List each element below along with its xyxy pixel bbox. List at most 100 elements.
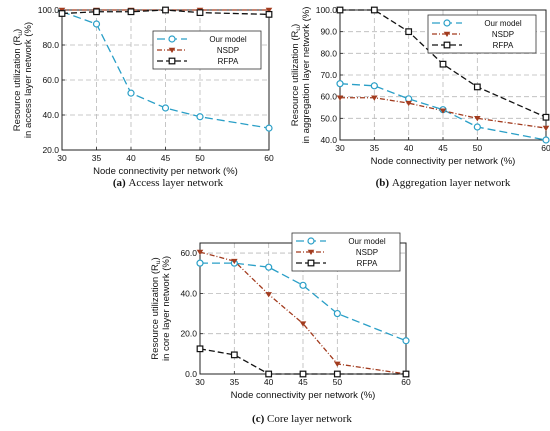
chart-3-x-tick-label-1: 35 <box>230 377 240 387</box>
chart-2-y-axis-label: Resource utilization (Ru)in aggregation … <box>290 7 312 144</box>
chart-1-series-3-point-5 <box>196 9 204 17</box>
chart-3-series-3-point-1 <box>196 345 204 353</box>
chart-3-legend-marker-2 <box>307 249 315 255</box>
chart-2-series-1-point-6 <box>542 136 550 144</box>
chart-2-legend-label-3: RFPA <box>493 41 514 50</box>
chart-2-caption: (b) Aggregation layer network <box>376 177 511 189</box>
chart-2-x-tick-label-4: 50 <box>473 143 483 153</box>
panel-core-layer: 30 35 40 45 50 60 0.0 20.0 40.0 60.0 Node connecti… <box>150 232 411 425</box>
chart-2-series-3-point-2 <box>370 6 378 14</box>
chart-1-y-axis-label-close: ) <box>12 29 23 32</box>
chart-3-series-3-point-6 <box>402 370 410 378</box>
chart-1-y-tick-label-1: 40.0 <box>42 110 59 120</box>
chart-2-series-2-point-1 <box>336 95 344 101</box>
chart-3-legend-label-2: NSDP <box>356 248 378 257</box>
chart-3-legend-marker-1 <box>307 237 315 245</box>
chart-3-x-tick-label-4: 50 <box>333 377 343 387</box>
chart-3-y-axis-label-close: ) <box>150 257 161 260</box>
chart-2-x-tick-label-5: 60 <box>541 143 550 153</box>
chart-3-x-tick-label-3: 45 <box>298 377 308 387</box>
chart-1-caption: (a) Access layer network <box>113 177 224 189</box>
chart-1-x-axis-label: Node connectivity per network (%) <box>93 166 238 177</box>
chart-2-y-axis-label-line2: in aggregation layer network (%) <box>301 7 312 144</box>
chart-3-series-group <box>196 249 410 378</box>
chart-1-x-tick-label-4: 50 <box>195 153 205 163</box>
chart-3-series-3-line <box>199 348 406 375</box>
chart-3-series-1-point-1 <box>196 259 204 267</box>
chart-2-series-3-point-1 <box>336 6 344 14</box>
chart-2-legend-marker-2 <box>443 31 451 37</box>
chart-2-series-3-point-5 <box>473 83 481 91</box>
chart-2-legend-label-1: Our model <box>484 19 522 28</box>
chart-3-series-2-point-1 <box>196 249 204 256</box>
chart-2-series-2-point-2 <box>371 95 378 101</box>
chart-3-x-tick-label-5: 60 <box>401 377 411 387</box>
chart-3-series-3-point-2 <box>230 351 238 359</box>
chart-1-legend-marker-2 <box>168 47 176 53</box>
chart-2-caption-text: Aggregation layer network <box>392 177 511 189</box>
chart-3-y-axis-label-line2: in core layer network (%) <box>161 256 172 361</box>
chart-3-y-tick-label-2: 40.0 <box>180 288 197 298</box>
chart-2-y-tick-label-1: 50.0 <box>320 113 337 123</box>
chart-1-series-1-point-4 <box>161 104 170 112</box>
chart-3-series-3-point-5 <box>333 370 341 378</box>
chart-1-y-axis-label: Resource utilization (Ru)in access layer… <box>12 22 34 138</box>
chart-1-series-1-point-2 <box>92 20 101 28</box>
chart-2-x-tick-label-0: 30 <box>335 143 345 153</box>
chart-1-series-1-point-5 <box>196 113 204 121</box>
chart-2-series-3-point-3 <box>405 28 413 36</box>
chart-2-legend: Our model NSDP RFPA <box>427 14 537 54</box>
chart-3-caption-text: Core layer network <box>267 413 352 425</box>
chart-2-y-tick-label-3: 70.0 <box>320 70 337 80</box>
chart-3-series-1-point-5 <box>333 309 341 318</box>
chart-3-y-axis-label-sub: u <box>155 260 162 264</box>
chart-2-legend-marker-3 <box>443 41 451 49</box>
chart-3-caption: (c) Core layer network <box>252 413 352 425</box>
chart-2-y-axis-label-sub: u <box>295 27 302 31</box>
chart-3-caption-label: (c) <box>252 413 267 425</box>
chart-2-series-3-line <box>340 9 547 118</box>
chart-3-series-2-point-5 <box>334 361 341 367</box>
chart-3-y-tick-label-0: 0.0 <box>185 369 197 379</box>
chart-2-x-axis-label: Node connectivity per network (%) <box>371 156 516 167</box>
chart-1-series-2-point-6 <box>265 7 273 13</box>
chart-1-x-tick-label-3: 45 <box>161 153 171 163</box>
chart-2-legend-label-2: NSDP <box>492 30 514 39</box>
chart-3-series-1-point-6 <box>402 337 410 345</box>
chart-2-x-tick-label-1: 35 <box>370 143 380 153</box>
chart-2-y-tick-label-2: 60.0 <box>320 92 337 102</box>
chart-1-series-3-line <box>61 9 270 16</box>
chart-3-y-axis-label-line1: Resource utilization (R <box>150 264 161 360</box>
chart-2-series-2-point-6 <box>542 125 550 132</box>
chart-2-caption-label: (b) <box>376 177 392 189</box>
chart-3-series-2-point-2 <box>231 258 238 265</box>
chart-3-legend-marker-3 <box>307 259 315 267</box>
chart-3-y-tick-label-1: 20.0 <box>180 329 197 339</box>
chart-2-y-axis-label-close: ) <box>290 24 301 27</box>
chart-1-legend: Our model NSDP RFPA <box>152 30 262 70</box>
chart-3-legend-label-3: RFPA <box>357 259 378 268</box>
chart-3-series-2-point-4 <box>299 321 307 327</box>
chart-3-series-1-point-3 <box>265 263 273 271</box>
chart-2-series-1-point-2 <box>370 82 378 90</box>
chart-1-series-1-point-3 <box>127 89 135 97</box>
chart-1-legend-marker-3 <box>168 57 176 65</box>
chart-2-legend-marker-1 <box>443 19 451 27</box>
chart-1-y-tick-label-4: 100.0 <box>38 5 60 15</box>
chart-2-x-tick-label-3: 45 <box>438 143 448 153</box>
chart-1-legend-label-1: Our model <box>209 35 247 44</box>
chart-1-series-group <box>58 6 273 132</box>
chart-1-series-1-point-6 <box>265 124 273 132</box>
chart-3-y-tick-label-3: 60.0 <box>180 248 197 258</box>
chart-2-series-2-line <box>340 97 547 129</box>
chart-2-series-1-line <box>339 83 547 141</box>
chart-1-y-tick-label-2: 60.0 <box>42 75 59 85</box>
chart-1-x-tick-label-1: 35 <box>92 153 102 163</box>
chart-2-series-1-point-5 <box>473 123 481 131</box>
chart-3-series-3-point-3 <box>265 370 273 378</box>
chart-3-legend: Our model NSDP RFPA <box>291 232 401 272</box>
chart-1-caption-label: (a) <box>113 177 129 189</box>
chart-2-x-tick-label-2: 40 <box>404 143 414 153</box>
chart-1-series-3-point-2 <box>93 8 100 16</box>
